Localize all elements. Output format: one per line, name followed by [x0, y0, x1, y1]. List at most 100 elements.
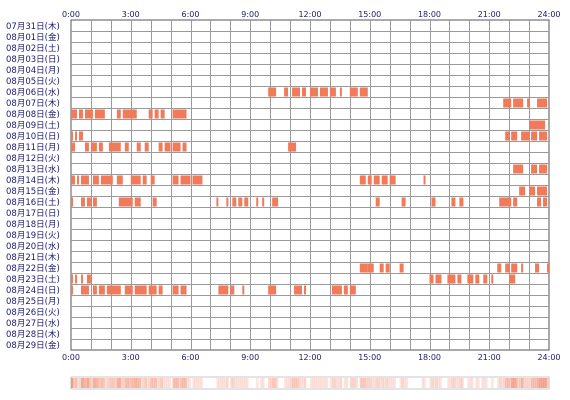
activity-block — [401, 197, 406, 207]
summary-strip-bin — [389, 378, 392, 388]
summary-strip-bin — [547, 378, 550, 388]
activity-block — [292, 87, 301, 97]
summary-strip-bin — [104, 378, 108, 388]
summary-strip — [70, 376, 550, 390]
x-tick-label-top: 3:00 — [122, 10, 140, 19]
summary-strip-bin — [317, 378, 321, 388]
summary-strip-bin — [86, 378, 90, 388]
x-tick-label-bottom: 6:00 — [182, 353, 200, 362]
summary-strip-bin — [373, 378, 377, 388]
summary-strip-bin — [274, 378, 277, 388]
summary-strip-bin — [361, 378, 365, 388]
summary-strip-bin — [509, 378, 512, 388]
summary-strip-bin — [98, 378, 102, 388]
x-tick-label-bottom: 3:00 — [122, 353, 140, 362]
summary-strip-bin — [381, 378, 384, 388]
summary-strip-bin — [343, 378, 347, 388]
activity-block — [284, 87, 289, 97]
summary-strip-bin — [497, 378, 500, 388]
summary-strip-bin — [80, 378, 84, 388]
activity-block — [164, 142, 171, 152]
activity-block — [94, 109, 105, 119]
summary-strip-bin — [238, 378, 241, 388]
summary-strip-bin — [100, 378, 104, 388]
summary-strip-bin — [519, 378, 522, 388]
summary-strip-bin — [379, 378, 382, 388]
summary-strip-bin — [126, 378, 130, 388]
row-label: 08月08日(金) — [6, 109, 60, 120]
activity-block — [86, 197, 91, 207]
summary-strip-bin — [240, 378, 243, 388]
summary-strip-bin — [142, 378, 145, 388]
activity-block — [71, 197, 73, 207]
activity-block — [148, 109, 153, 119]
summary-strip-bin — [224, 378, 227, 388]
summary-strip-bin — [365, 378, 369, 388]
summary-strip-bin — [108, 378, 112, 388]
activity-block — [172, 142, 181, 152]
summary-strip-bin — [244, 378, 247, 388]
activity-block — [288, 142, 297, 152]
activity-block — [359, 263, 368, 273]
summary-strip-bin — [246, 378, 249, 388]
summary-strip-bin — [501, 378, 504, 388]
summary-strip-bin — [94, 378, 98, 388]
summary-strip-bin — [313, 378, 317, 388]
x-tick-label-top: 0:00 — [62, 10, 80, 19]
activity-block — [511, 131, 518, 141]
summary-strip-bin — [403, 378, 406, 388]
activity-block — [543, 197, 548, 207]
activity-block — [71, 175, 75, 185]
summary-strip-bin — [447, 378, 450, 388]
summary-strip-bin — [138, 378, 142, 388]
summary-strip-bin — [545, 378, 548, 388]
activity-block — [122, 109, 137, 119]
summary-strip-bin — [182, 378, 185, 388]
activity-block — [238, 197, 243, 207]
summary-strip-bin — [535, 378, 538, 388]
summary-strip-bin — [499, 378, 502, 388]
summary-strip-bin — [114, 378, 118, 388]
activity-block — [76, 175, 79, 185]
summary-strip-bin — [333, 378, 337, 388]
summary-strip-bin — [82, 378, 86, 388]
summary-strip-bin — [144, 378, 147, 388]
summary-strip-bin — [150, 378, 153, 388]
activity-block — [547, 263, 549, 273]
row-label: 08月07日(木) — [6, 98, 60, 109]
activity-block — [172, 175, 179, 185]
x-tick-label-top: 12:00 — [298, 10, 321, 19]
row-label: 08月28日(木) — [6, 329, 60, 340]
summary-strip-bin — [112, 378, 116, 388]
activity-block — [521, 131, 530, 141]
activity-block — [537, 98, 548, 108]
row-label: 08月23日(土) — [6, 274, 60, 285]
summary-strip-bin — [160, 378, 163, 388]
summary-strip-bin — [132, 378, 136, 388]
summary-strip-bin — [176, 378, 179, 388]
activity-block — [158, 285, 163, 295]
x-tick-label-bottom: 21:00 — [478, 353, 501, 362]
summary-strip-bin — [90, 378, 94, 388]
activity-block — [539, 164, 548, 174]
activity-block — [423, 175, 426, 185]
activity-block — [92, 175, 99, 185]
activity-block — [118, 197, 133, 207]
activity-block — [98, 285, 105, 295]
summary-strip-bin — [335, 378, 339, 388]
summary-strip-bin — [200, 378, 203, 388]
summary-strip-bin — [92, 378, 96, 388]
summary-strip-bin — [304, 378, 307, 388]
activity-block — [499, 197, 512, 207]
summary-strip-bin — [439, 378, 442, 388]
activity-block — [385, 263, 390, 273]
activity-block — [71, 274, 73, 284]
summary-strip-bin — [329, 378, 333, 388]
summary-strip-bin — [431, 378, 434, 388]
activity-block — [373, 175, 380, 185]
activity-block — [359, 87, 368, 97]
summary-strip-bin — [375, 378, 379, 388]
summary-strip-bin — [405, 378, 408, 388]
summary-strip-bin — [120, 378, 124, 388]
summary-strip-bin — [230, 378, 233, 388]
